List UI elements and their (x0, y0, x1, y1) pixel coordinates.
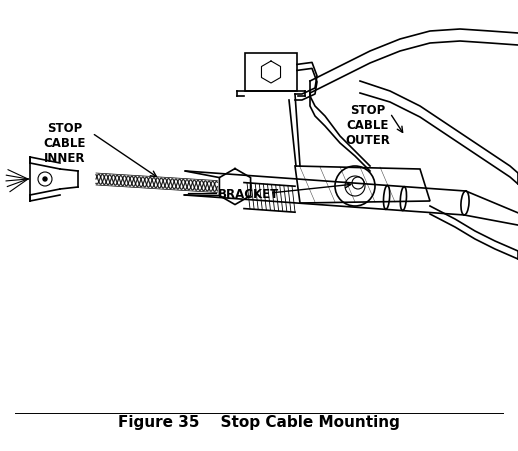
Text: BRACKET: BRACKET (218, 187, 279, 200)
Circle shape (43, 178, 47, 182)
Text: STOP
CABLE
INNER: STOP CABLE INNER (44, 122, 86, 165)
Text: Figure 35    Stop Cable Mounting: Figure 35 Stop Cable Mounting (118, 414, 400, 429)
Text: STOP
CABLE
OUTER: STOP CABLE OUTER (346, 104, 391, 147)
